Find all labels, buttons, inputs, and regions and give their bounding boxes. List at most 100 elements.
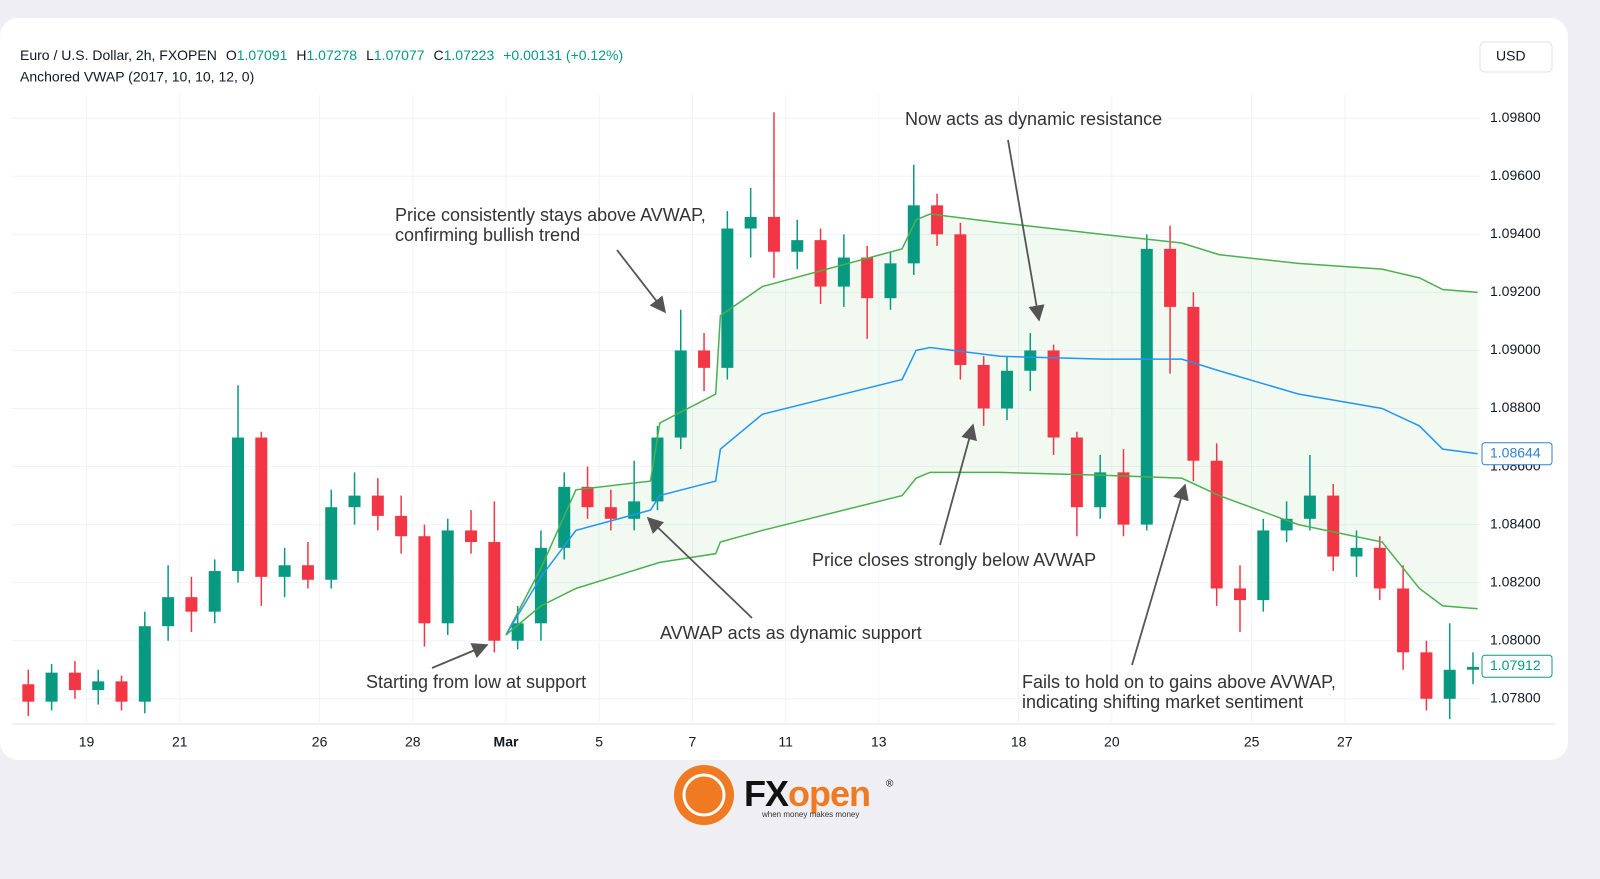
y-tick-label: 1.08400 xyxy=(1490,515,1541,531)
indicator-label: Anchored VWAP (2017, 10, 10, 12, 0) xyxy=(20,69,254,85)
currency-box xyxy=(1479,41,1553,73)
y-tick-label: 1.09800 xyxy=(1490,109,1541,125)
annotation-arrow xyxy=(616,249,666,314)
candle-body xyxy=(488,542,501,641)
candle-body xyxy=(1397,588,1410,653)
candle-body xyxy=(1024,350,1037,371)
candle-body xyxy=(115,681,128,702)
ohlc-value: 1.07091 xyxy=(237,47,288,63)
candle-body xyxy=(1443,669,1456,699)
ohlc-value: 1.07077 xyxy=(374,47,425,63)
chart-card xyxy=(0,18,1568,760)
candle-body xyxy=(698,350,711,368)
candle-body xyxy=(511,623,524,641)
candle-body xyxy=(68,672,81,691)
candle-body xyxy=(1303,495,1316,519)
annotation-text: Now acts as dynamic resistance xyxy=(905,109,1162,129)
price-label-box xyxy=(1481,442,1553,466)
candle-body xyxy=(45,672,58,702)
ohlc-value: 1.07278 xyxy=(306,47,357,63)
annotation-text: AVWAP acts as dynamic support xyxy=(660,623,922,643)
candle-body xyxy=(1350,547,1363,557)
candle-body xyxy=(418,536,431,624)
x-tick-label: 26 xyxy=(312,734,328,750)
candle-body xyxy=(301,565,314,580)
ohlc-key: O xyxy=(226,47,237,63)
x-tick-label: 13 xyxy=(871,734,887,750)
band-fill xyxy=(505,214,1478,635)
candle-body xyxy=(744,216,757,229)
y-tick-label: 1.09000 xyxy=(1490,341,1541,357)
candle-body xyxy=(674,350,687,438)
candle-body xyxy=(395,515,408,537)
ohlc-value: 1.07223 xyxy=(444,47,495,63)
vwap-line xyxy=(505,346,1478,636)
y-tick-label: 1.09600 xyxy=(1490,167,1541,183)
logo-tagline: when money makes money xyxy=(761,810,859,819)
ohlc-key: L xyxy=(366,47,374,63)
candle-body xyxy=(348,495,361,508)
candle-body xyxy=(1280,518,1293,531)
annotation-arrow xyxy=(431,643,489,669)
change: +0.00131 (+0.12%) xyxy=(503,47,623,63)
x-tick-label: Mar xyxy=(494,734,519,750)
candle-body xyxy=(814,240,827,287)
candle-body xyxy=(1047,350,1060,438)
candle-body xyxy=(651,437,664,502)
candle-body xyxy=(581,486,594,508)
vwap-line xyxy=(505,213,1478,636)
candle-body xyxy=(767,216,780,252)
candle-body xyxy=(465,530,478,543)
candle-body xyxy=(1094,472,1107,508)
candle-body xyxy=(92,681,105,691)
y-tick-label: 1.08200 xyxy=(1490,573,1541,589)
candle-body xyxy=(1070,437,1083,508)
annotation-text: indicating shifting market sentiment xyxy=(1022,692,1303,712)
price-label: 1.07912 xyxy=(1490,657,1541,673)
candle-body xyxy=(1210,460,1223,589)
logo-text: FXopen xyxy=(744,773,870,814)
x-tick-label: 21 xyxy=(172,734,188,750)
logo-fx: FX xyxy=(744,773,789,814)
candle-body xyxy=(185,597,198,612)
annotation-text: confirming bullish trend xyxy=(395,225,580,245)
candle-body xyxy=(791,240,804,252)
annotation-text: Price closes strongly below AVWAP xyxy=(812,550,1096,570)
candle-body xyxy=(278,565,291,577)
candle-body xyxy=(604,507,617,519)
candle-body xyxy=(325,507,338,580)
candle-body xyxy=(371,495,384,516)
x-tick-label: 7 xyxy=(689,734,697,750)
candle-body xyxy=(22,684,35,702)
candle-body xyxy=(977,364,990,409)
annotation-text: Fails to hold on to gains above AVWAP, xyxy=(1022,672,1336,692)
annotation-text: Starting from low at support xyxy=(366,672,586,692)
x-tick-label: 25 xyxy=(1244,734,1260,750)
x-tick-label: 19 xyxy=(79,734,95,750)
y-tick-label: 1.09400 xyxy=(1490,225,1541,241)
x-tick-label: 20 xyxy=(1104,734,1120,750)
candle-body xyxy=(1257,530,1270,601)
vwap-line xyxy=(505,471,1478,636)
price-label: 1.08644 xyxy=(1490,444,1541,460)
logo-open: open xyxy=(788,773,870,814)
logo-reg: ® xyxy=(886,779,894,790)
candle-body xyxy=(1164,248,1177,307)
candle-body xyxy=(954,234,967,365)
candle-body xyxy=(1187,306,1200,461)
candle-body xyxy=(837,257,850,287)
annotation-arrow xyxy=(1007,139,1045,322)
candle-body xyxy=(884,263,897,299)
y-tick-label: 1.08800 xyxy=(1490,399,1541,415)
symbol: Euro / U.S. Dollar, 2h, FXOPEN xyxy=(20,47,217,63)
x-tick-label: 11 xyxy=(778,734,793,750)
ohlc-key: C xyxy=(434,47,444,63)
candle-body xyxy=(162,597,175,627)
candle-body xyxy=(1000,370,1013,409)
y-tick-label: 1.07800 xyxy=(1490,689,1541,705)
x-tick-label: 18 xyxy=(1011,734,1027,750)
x-tick-label: 27 xyxy=(1337,734,1353,750)
annotation-arrow xyxy=(1131,483,1189,666)
